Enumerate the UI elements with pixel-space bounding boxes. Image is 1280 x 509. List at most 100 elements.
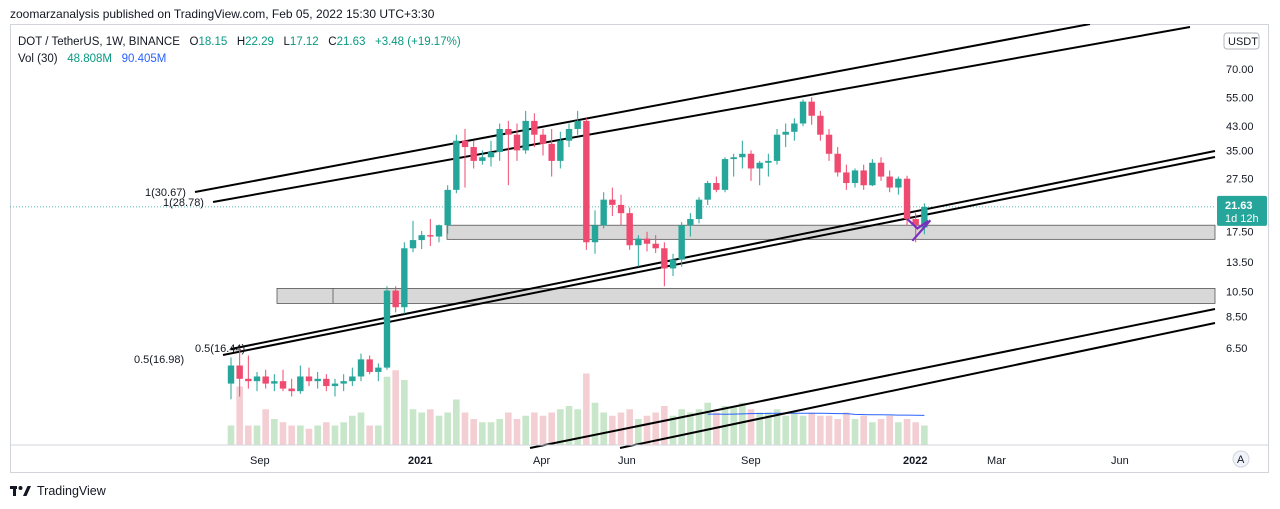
candle-body bbox=[886, 176, 893, 188]
candle-body bbox=[591, 225, 599, 243]
candle-body bbox=[921, 206, 928, 228]
candle-body bbox=[687, 219, 694, 226]
time-tick-label: Jun bbox=[1111, 455, 1129, 467]
price-tick-label: 55.00 bbox=[1226, 92, 1254, 104]
candle-body bbox=[548, 143, 555, 161]
candle-body bbox=[305, 376, 313, 382]
volume-bar bbox=[331, 425, 339, 445]
volume-bar bbox=[635, 419, 642, 445]
volume-bar bbox=[279, 422, 287, 445]
volume-bar bbox=[496, 419, 503, 445]
candle-body bbox=[600, 199, 607, 226]
candle-body bbox=[808, 101, 815, 116]
volume-bar bbox=[323, 422, 330, 445]
volume-bar bbox=[791, 412, 798, 445]
volume-bar bbox=[227, 425, 235, 445]
candle-body bbox=[661, 248, 668, 269]
support-zones-layer bbox=[276, 224, 1216, 304]
candle-body bbox=[851, 170, 859, 184]
candle-body bbox=[522, 120, 529, 151]
time-axis: Sep 2021 Apr Jun Sep 2022 Mar Jun A bbox=[10, 444, 1269, 468]
pattern-line bbox=[911, 219, 932, 242]
price-tick-label: 17.50 bbox=[1226, 227, 1254, 239]
candle-body bbox=[695, 199, 703, 220]
tradingview-logo-icon bbox=[10, 486, 31, 496]
candle-body bbox=[340, 381, 347, 384]
candle-body bbox=[635, 238, 642, 246]
tradingview-footer[interactable]: TradingView bbox=[10, 484, 106, 498]
candle-body bbox=[435, 225, 443, 237]
candle-body bbox=[782, 131, 789, 135]
volume-bar bbox=[340, 422, 347, 445]
candle-body bbox=[869, 162, 876, 186]
time-tick-label: Sep bbox=[250, 455, 270, 467]
volume-bar bbox=[349, 415, 356, 445]
candle-body bbox=[427, 235, 434, 237]
candle-body bbox=[574, 120, 581, 129]
candle-body bbox=[834, 153, 841, 173]
trend-channel-line bbox=[194, 24, 1091, 193]
candle-body bbox=[245, 378, 252, 382]
legend-row-price: DOT / TetherUS, 1W, BINANCE O18.15 H22.2… bbox=[18, 34, 461, 51]
volume-bar bbox=[418, 412, 425, 445]
time-tick-label: 2021 bbox=[408, 455, 432, 467]
volume-bar bbox=[886, 415, 893, 445]
volume-bar bbox=[548, 412, 555, 445]
candle-body bbox=[739, 153, 746, 158]
symbol-label[interactable]: DOT / TetherUS, 1W, BINANCE bbox=[18, 36, 180, 48]
volume-bar bbox=[574, 409, 581, 445]
candle-body bbox=[418, 235, 425, 241]
volume-value: 48.808M bbox=[67, 53, 112, 65]
volume-bar bbox=[669, 415, 677, 445]
trend-channel-line bbox=[230, 150, 1216, 350]
fib-level-label: 1(28.78) bbox=[163, 197, 204, 209]
candle-body bbox=[314, 378, 321, 382]
volume-bar bbox=[808, 412, 815, 445]
volume-bar bbox=[903, 419, 911, 445]
candle-body bbox=[765, 160, 772, 163]
volume-bar bbox=[860, 415, 867, 445]
last-price-label: 21.63 bbox=[1225, 200, 1253, 212]
volume-bar bbox=[678, 409, 685, 445]
fib-level-label: 0.5(16.98) bbox=[134, 354, 184, 366]
time-tick-label: Sep bbox=[741, 455, 761, 467]
overlay-layer bbox=[906, 218, 932, 242]
volume-bar bbox=[444, 412, 451, 445]
candle-body bbox=[262, 376, 269, 384]
volume-bar bbox=[747, 409, 755, 445]
candle-body bbox=[903, 178, 911, 220]
candle-body bbox=[609, 199, 616, 205]
volume-bar bbox=[366, 425, 373, 445]
volume-layer bbox=[227, 370, 928, 445]
volume-bar bbox=[565, 406, 573, 445]
chart-canvas[interactable]: 1(30.67)1(28.78) 0.5(16.44) 0.5(16.98) 90.… bbox=[10, 24, 1269, 473]
volume-bar bbox=[487, 422, 495, 445]
volume-bar bbox=[453, 399, 460, 445]
price-tick-label: 10.50 bbox=[1226, 287, 1254, 299]
volume-bar bbox=[652, 412, 659, 445]
time-tick-label: Jun bbox=[618, 455, 636, 467]
currency-badge bbox=[1223, 32, 1260, 50]
volume-bar bbox=[730, 406, 737, 445]
close-label: C bbox=[328, 36, 337, 48]
candle-body bbox=[236, 365, 243, 379]
volume-bar bbox=[851, 419, 859, 445]
support-zone bbox=[446, 224, 1216, 240]
currency-label: USDT bbox=[1228, 36, 1258, 48]
volume-bar bbox=[834, 419, 841, 445]
volume-bar bbox=[513, 419, 521, 445]
candle-body bbox=[366, 359, 373, 372]
volume-bar bbox=[661, 406, 668, 445]
close-value: 21.63 bbox=[336, 36, 366, 48]
candle-body bbox=[323, 378, 330, 387]
volume-label[interactable]: Vol (30) bbox=[18, 53, 58, 65]
candle-body bbox=[791, 123, 798, 132]
volume-bar bbox=[739, 402, 746, 445]
volume-bar bbox=[271, 419, 278, 445]
change-value: +3.48 (+19.17%) bbox=[374, 36, 461, 48]
candle-body bbox=[721, 159, 729, 190]
open-value: 18.15 bbox=[198, 36, 228, 48]
candle-body bbox=[470, 147, 477, 161]
volume-bar bbox=[531, 412, 538, 445]
volume-bar bbox=[687, 412, 694, 445]
